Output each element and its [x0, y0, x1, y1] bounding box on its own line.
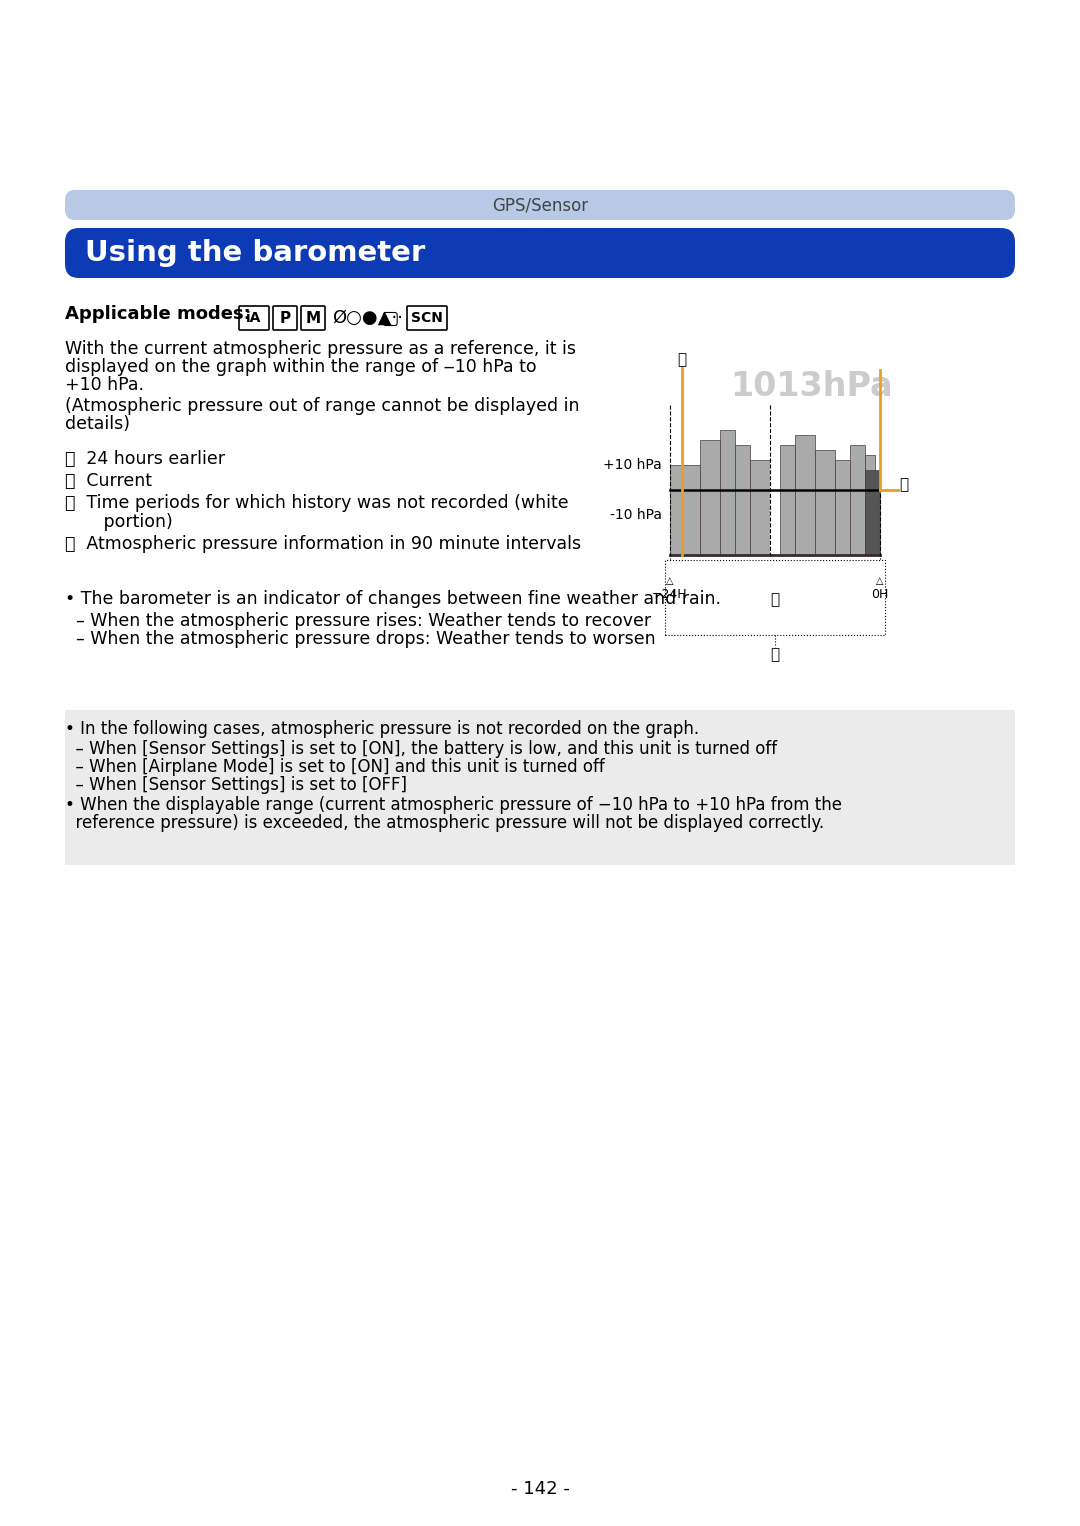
Text: Ø○●▲··: Ø○●▲·· — [332, 308, 403, 327]
Text: portion): portion) — [65, 513, 173, 531]
Text: M: M — [306, 310, 321, 325]
Bar — [815, 450, 835, 490]
Bar — [795, 435, 815, 490]
Text: – When [Sensor Settings] is set to [OFF]: – When [Sensor Settings] is set to [OFF] — [65, 777, 407, 794]
Text: • In the following cases, atmospheric pressure is not recorded on the graph.: • In the following cases, atmospheric pr… — [65, 720, 699, 739]
Text: - 142 -: - 142 - — [511, 1480, 569, 1499]
Text: Ⓐ: Ⓐ — [677, 353, 687, 368]
Text: +10 hPa: +10 hPa — [604, 458, 662, 472]
Text: −24H: −24H — [652, 588, 688, 601]
Bar — [720, 430, 735, 490]
Bar — [770, 410, 780, 555]
Text: details): details) — [65, 415, 130, 433]
Bar — [665, 560, 885, 635]
Text: With the current atmospheric pressure as a reference, it is: With the current atmospheric pressure as… — [65, 340, 576, 359]
Text: Ⓓ: Ⓓ — [770, 647, 780, 662]
Bar — [735, 446, 750, 490]
Text: iA: iA — [246, 311, 261, 325]
Text: • The barometer is an indicator of changes between fine weather and rain.: • The barometer is an indicator of chang… — [65, 591, 721, 607]
Bar — [735, 490, 750, 555]
Bar — [835, 459, 850, 490]
Text: Ⓑ  Current: Ⓑ Current — [65, 472, 152, 490]
Text: -10 hPa: -10 hPa — [610, 508, 662, 522]
Text: – When [Sensor Settings] is set to [ON], the battery is low, and this unit is tu: – When [Sensor Settings] is set to [ON],… — [65, 740, 778, 758]
Text: Ⓑ: Ⓑ — [900, 478, 908, 493]
Bar — [700, 439, 720, 490]
Text: SCN: SCN — [411, 311, 443, 325]
Text: – When the atmospheric pressure drops: Weather tends to worsen: – When the atmospheric pressure drops: W… — [65, 630, 656, 649]
Text: displayed on the graph within the range of ‒10 hPa to: displayed on the graph within the range … — [65, 359, 537, 375]
Bar — [65, 710, 1015, 865]
Text: Ⓒ  Time periods for which history was not recorded (white: Ⓒ Time periods for which history was not… — [65, 494, 569, 513]
Text: (Atmospheric pressure out of range cannot be displayed in: (Atmospheric pressure out of range canno… — [65, 397, 580, 415]
Text: △: △ — [876, 575, 883, 586]
Bar — [670, 465, 700, 490]
Text: Applicable modes:: Applicable modes: — [65, 305, 251, 324]
Bar — [795, 490, 815, 555]
Bar — [720, 490, 735, 555]
Bar — [835, 490, 850, 555]
Text: Ⓒ: Ⓒ — [770, 592, 780, 607]
Bar — [670, 490, 700, 555]
FancyBboxPatch shape — [239, 307, 269, 330]
Bar — [780, 446, 795, 490]
FancyBboxPatch shape — [273, 307, 297, 330]
FancyBboxPatch shape — [65, 191, 1015, 220]
Bar — [850, 490, 865, 555]
Bar — [865, 470, 880, 555]
Text: 0H: 0H — [872, 588, 889, 601]
Text: ▢: ▢ — [380, 308, 399, 328]
Text: – When the atmospheric pressure rises: Weather tends to recover: – When the atmospheric pressure rises: W… — [65, 612, 651, 630]
Bar — [750, 490, 770, 555]
Text: Using the barometer: Using the barometer — [85, 240, 426, 267]
Bar — [865, 490, 875, 555]
Bar — [670, 391, 880, 555]
Bar — [750, 459, 770, 490]
Text: 1013hPa: 1013hPa — [730, 369, 893, 403]
Text: P: P — [280, 310, 291, 325]
Bar — [700, 490, 720, 555]
Text: +10 hPa.: +10 hPa. — [65, 375, 144, 394]
Bar — [780, 490, 795, 555]
FancyBboxPatch shape — [301, 307, 325, 330]
Text: Ⓓ  Atmospheric pressure information in 90 minute intervals: Ⓓ Atmospheric pressure information in 90… — [65, 536, 581, 552]
Bar — [850, 446, 865, 490]
Text: GPS/Sensor: GPS/Sensor — [491, 195, 589, 214]
Text: • When the displayable range (current atmospheric pressure of −10 hPa to +10 hPa: • When the displayable range (current at… — [65, 797, 842, 813]
FancyBboxPatch shape — [407, 307, 447, 330]
Text: Ⓐ  24 hours earlier: Ⓐ 24 hours earlier — [65, 450, 225, 468]
Bar — [865, 455, 875, 490]
FancyBboxPatch shape — [65, 227, 1015, 278]
Text: △: △ — [666, 575, 674, 586]
Bar — [815, 490, 835, 555]
Text: – When [Airplane Mode] is set to [ON] and this unit is turned off: – When [Airplane Mode] is set to [ON] an… — [65, 758, 605, 777]
Text: reference pressure) is exceeded, the atmospheric pressure will not be displayed : reference pressure) is exceeded, the atm… — [65, 813, 824, 832]
